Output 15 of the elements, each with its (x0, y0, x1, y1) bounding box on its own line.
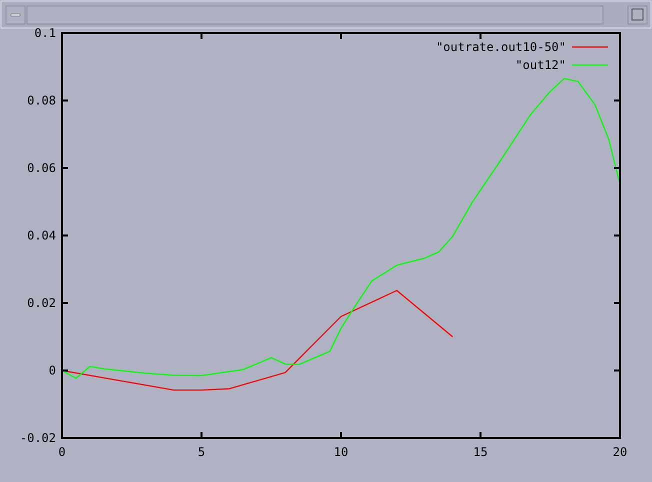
legend-label: "out12" (515, 58, 566, 72)
line-series (61, 78, 621, 379)
y-tick-label: -0.02 (20, 431, 56, 445)
x-tick-label: 20 (612, 445, 628, 459)
y-tick-label: 0.02 (27, 296, 56, 310)
legend-label: "outrate.out10-50" (436, 40, 566, 54)
x-tick-label: 10 (334, 445, 348, 459)
y-tick-label: 0.06 (27, 161, 56, 175)
y-tick-label: 0.08 (27, 94, 56, 108)
y-tick-label: 0.04 (27, 228, 56, 242)
y-tick-label: 0.1 (34, 26, 56, 40)
y-tick-label: 0 (48, 364, 56, 378)
x-tick-label: 5 (198, 445, 206, 459)
x-tick-label: 0 (58, 445, 66, 459)
x-tick-label: 15 (473, 445, 488, 459)
